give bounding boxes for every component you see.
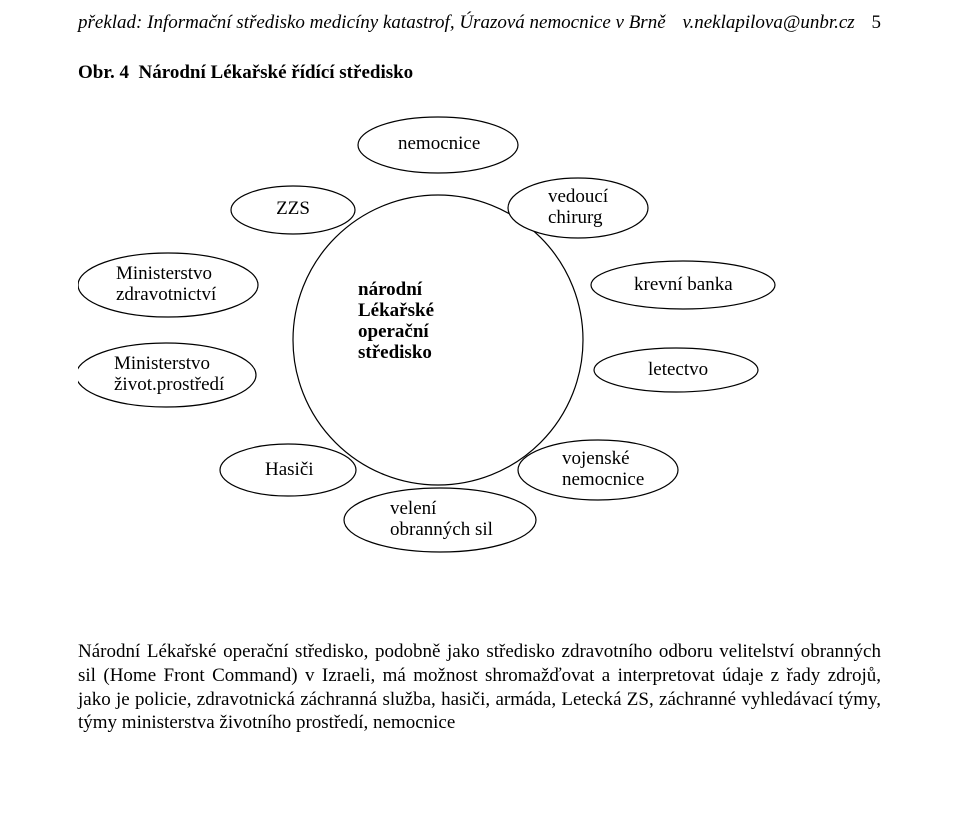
label-vedouci: vedoucí chirurg [548,187,608,229]
label-krevni: krevní banka [634,275,733,296]
label-min-zdrav-l2: zdravotnictví [116,284,216,305]
label-min-zdrav: Ministerstvo zdravotnictví [116,264,216,306]
label-center-l4: středisko [358,342,432,363]
label-vojenske: vojenské nemocnice [562,449,644,491]
page-header: překlad: Informační středisko medicíny k… [78,12,881,34]
label-nemocnice: nemocnice [398,134,478,155]
label-vedouci-l2: chirurg [548,207,603,228]
label-veleni-l1: velení [390,498,436,519]
header-page-number: 5 [872,12,882,34]
label-center-l3: operační [358,321,429,342]
label-min-ziv-l1: Ministerstvo [114,353,210,374]
figure-prefix: Obr. 4 [78,62,129,83]
diagram-container: nemocnice ZZS vedoucí chirurg Ministerst… [78,100,881,560]
label-center-l2: Lékařské [358,300,434,321]
figure-title-text: Národní Lékařské řídící středisko [139,62,414,83]
label-vojenske-l1: vojenské [562,448,630,469]
label-center: národní Lékařské operační středisko [358,280,434,364]
body-paragraph: Národní Lékařské operační středisko, pod… [78,640,881,735]
label-veleni: velení obranných sil [390,499,493,541]
diagram-svg [78,100,881,560]
page: překlad: Informační středisko medicíny k… [0,0,959,838]
header-email: v.neklapilova@unbr.cz [682,12,854,34]
header-left: překlad: Informační středisko medicíny k… [78,12,666,34]
label-hasici: Hasiči [265,460,314,481]
label-min-ziv: Ministerstvo život.prostředí [114,354,224,396]
label-zzs: ZZS [273,199,313,220]
label-min-ziv-l2: život.prostředí [114,374,224,395]
figure-title: Obr. 4 Národní Lékařské řídící středisko [78,62,413,84]
label-letectvo: letectvo [648,360,708,381]
label-vojenske-l2: nemocnice [562,469,644,490]
label-vedouci-l1: vedoucí [548,186,608,207]
label-veleni-l2: obranných sil [390,519,493,540]
label-center-l1: národní [358,279,422,300]
label-min-zdrav-l1: Ministerstvo [116,263,212,284]
